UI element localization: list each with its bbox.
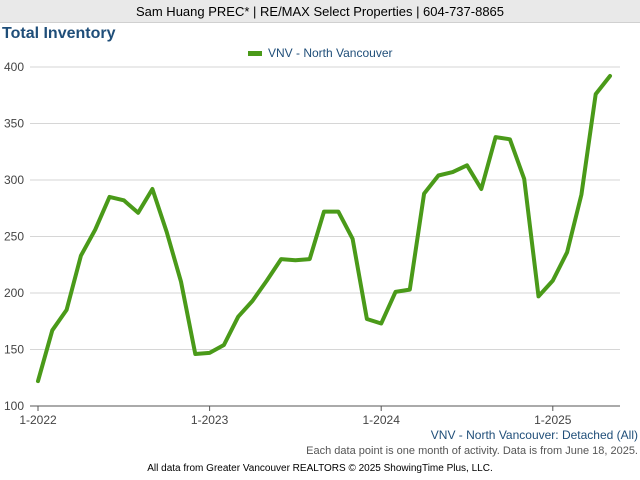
y-tick-label: 400 bbox=[4, 60, 24, 74]
legend-label: VNV - North Vancouver bbox=[268, 46, 393, 60]
tick-labels: 100 150 200 250 300 350 400 1-2022 1-2023 1-2024 1… bbox=[4, 60, 572, 427]
header-title: Sam Huang PREC* | RE/MAX Select Properti… bbox=[135, 3, 505, 19]
grid-lines bbox=[30, 66, 620, 350]
y-tick-label: 250 bbox=[4, 230, 24, 244]
series-layer bbox=[36, 74, 612, 384]
chart-title: Total Inventory bbox=[2, 25, 116, 42]
x-tick-label: 1-2023 bbox=[191, 413, 229, 427]
series-line-0 bbox=[36, 74, 612, 384]
footer-note: Each data point is one month of activity… bbox=[306, 445, 638, 457]
footer-source: All data from Greater Vancouver REALTORS… bbox=[147, 463, 493, 474]
y-tick-label: 100 bbox=[4, 399, 24, 413]
x-tick-label: 1-2022 bbox=[19, 413, 57, 427]
footer-series-label: VNV - North Vancouver: Detached (All) bbox=[430, 428, 638, 442]
y-tick-label: 350 bbox=[4, 117, 24, 131]
x-tick-label: 1-2024 bbox=[363, 413, 401, 427]
legend-swatch bbox=[248, 50, 262, 56]
legend[interactable]: VNV - North Vancouver bbox=[248, 45, 393, 61]
header-bar: Sam Huang PREC* | RE/MAX Select Properti… bbox=[0, 0, 640, 23]
x-tick-label: 1-2025 bbox=[534, 413, 572, 427]
y-tick-label: 200 bbox=[4, 286, 24, 300]
y-tick-label: 300 bbox=[4, 173, 24, 187]
axes bbox=[30, 405, 620, 411]
y-tick-label: 150 bbox=[4, 343, 24, 357]
